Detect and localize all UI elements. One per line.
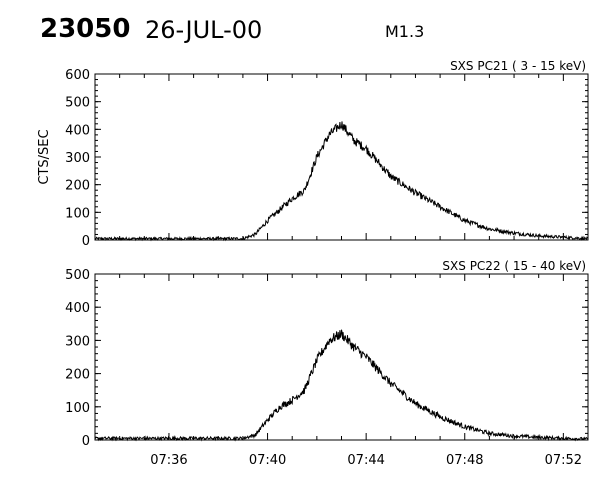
y-tick-label: 0 bbox=[82, 434, 90, 449]
y-tick-label: 100 bbox=[65, 206, 90, 221]
y-tick-label: 0 bbox=[82, 234, 90, 249]
x-tick-label: 07:44 bbox=[347, 453, 384, 468]
plot-frame bbox=[94, 73, 589, 241]
panel-title: SXS PC22 ( 15 - 40 keV) bbox=[442, 259, 586, 273]
y-tick-label: 300 bbox=[65, 151, 90, 166]
y-tick-label: 600 bbox=[65, 68, 90, 83]
plot-frame bbox=[94, 273, 589, 441]
x-tick-label: 07:36 bbox=[150, 453, 187, 468]
y-tick-label: 400 bbox=[65, 123, 90, 138]
count-rate-line bbox=[94, 329, 589, 442]
flare-class: M1.3 bbox=[385, 22, 425, 41]
x-tick-label: 07:52 bbox=[545, 453, 582, 468]
y-tick-label: 500 bbox=[65, 96, 90, 111]
x-tick-label: 07:48 bbox=[446, 453, 483, 468]
x-tick-label: 07:40 bbox=[249, 453, 286, 468]
y-tick-label: 400 bbox=[65, 301, 90, 316]
y-tick-label: 200 bbox=[65, 368, 90, 383]
panel-title: SXS PC21 ( 3 - 15 keV) bbox=[450, 59, 586, 73]
y-tick-label: 100 bbox=[65, 401, 90, 416]
y-axis-label: CTS/SEC bbox=[37, 129, 52, 184]
y-tick-label: 500 bbox=[65, 268, 90, 283]
event-date: 26-JUL-00 bbox=[145, 16, 263, 44]
y-tick-label: 200 bbox=[65, 179, 90, 194]
y-tick-label: 300 bbox=[65, 334, 90, 349]
count-rate-line bbox=[94, 121, 589, 242]
event-id: 23050 bbox=[40, 14, 131, 44]
